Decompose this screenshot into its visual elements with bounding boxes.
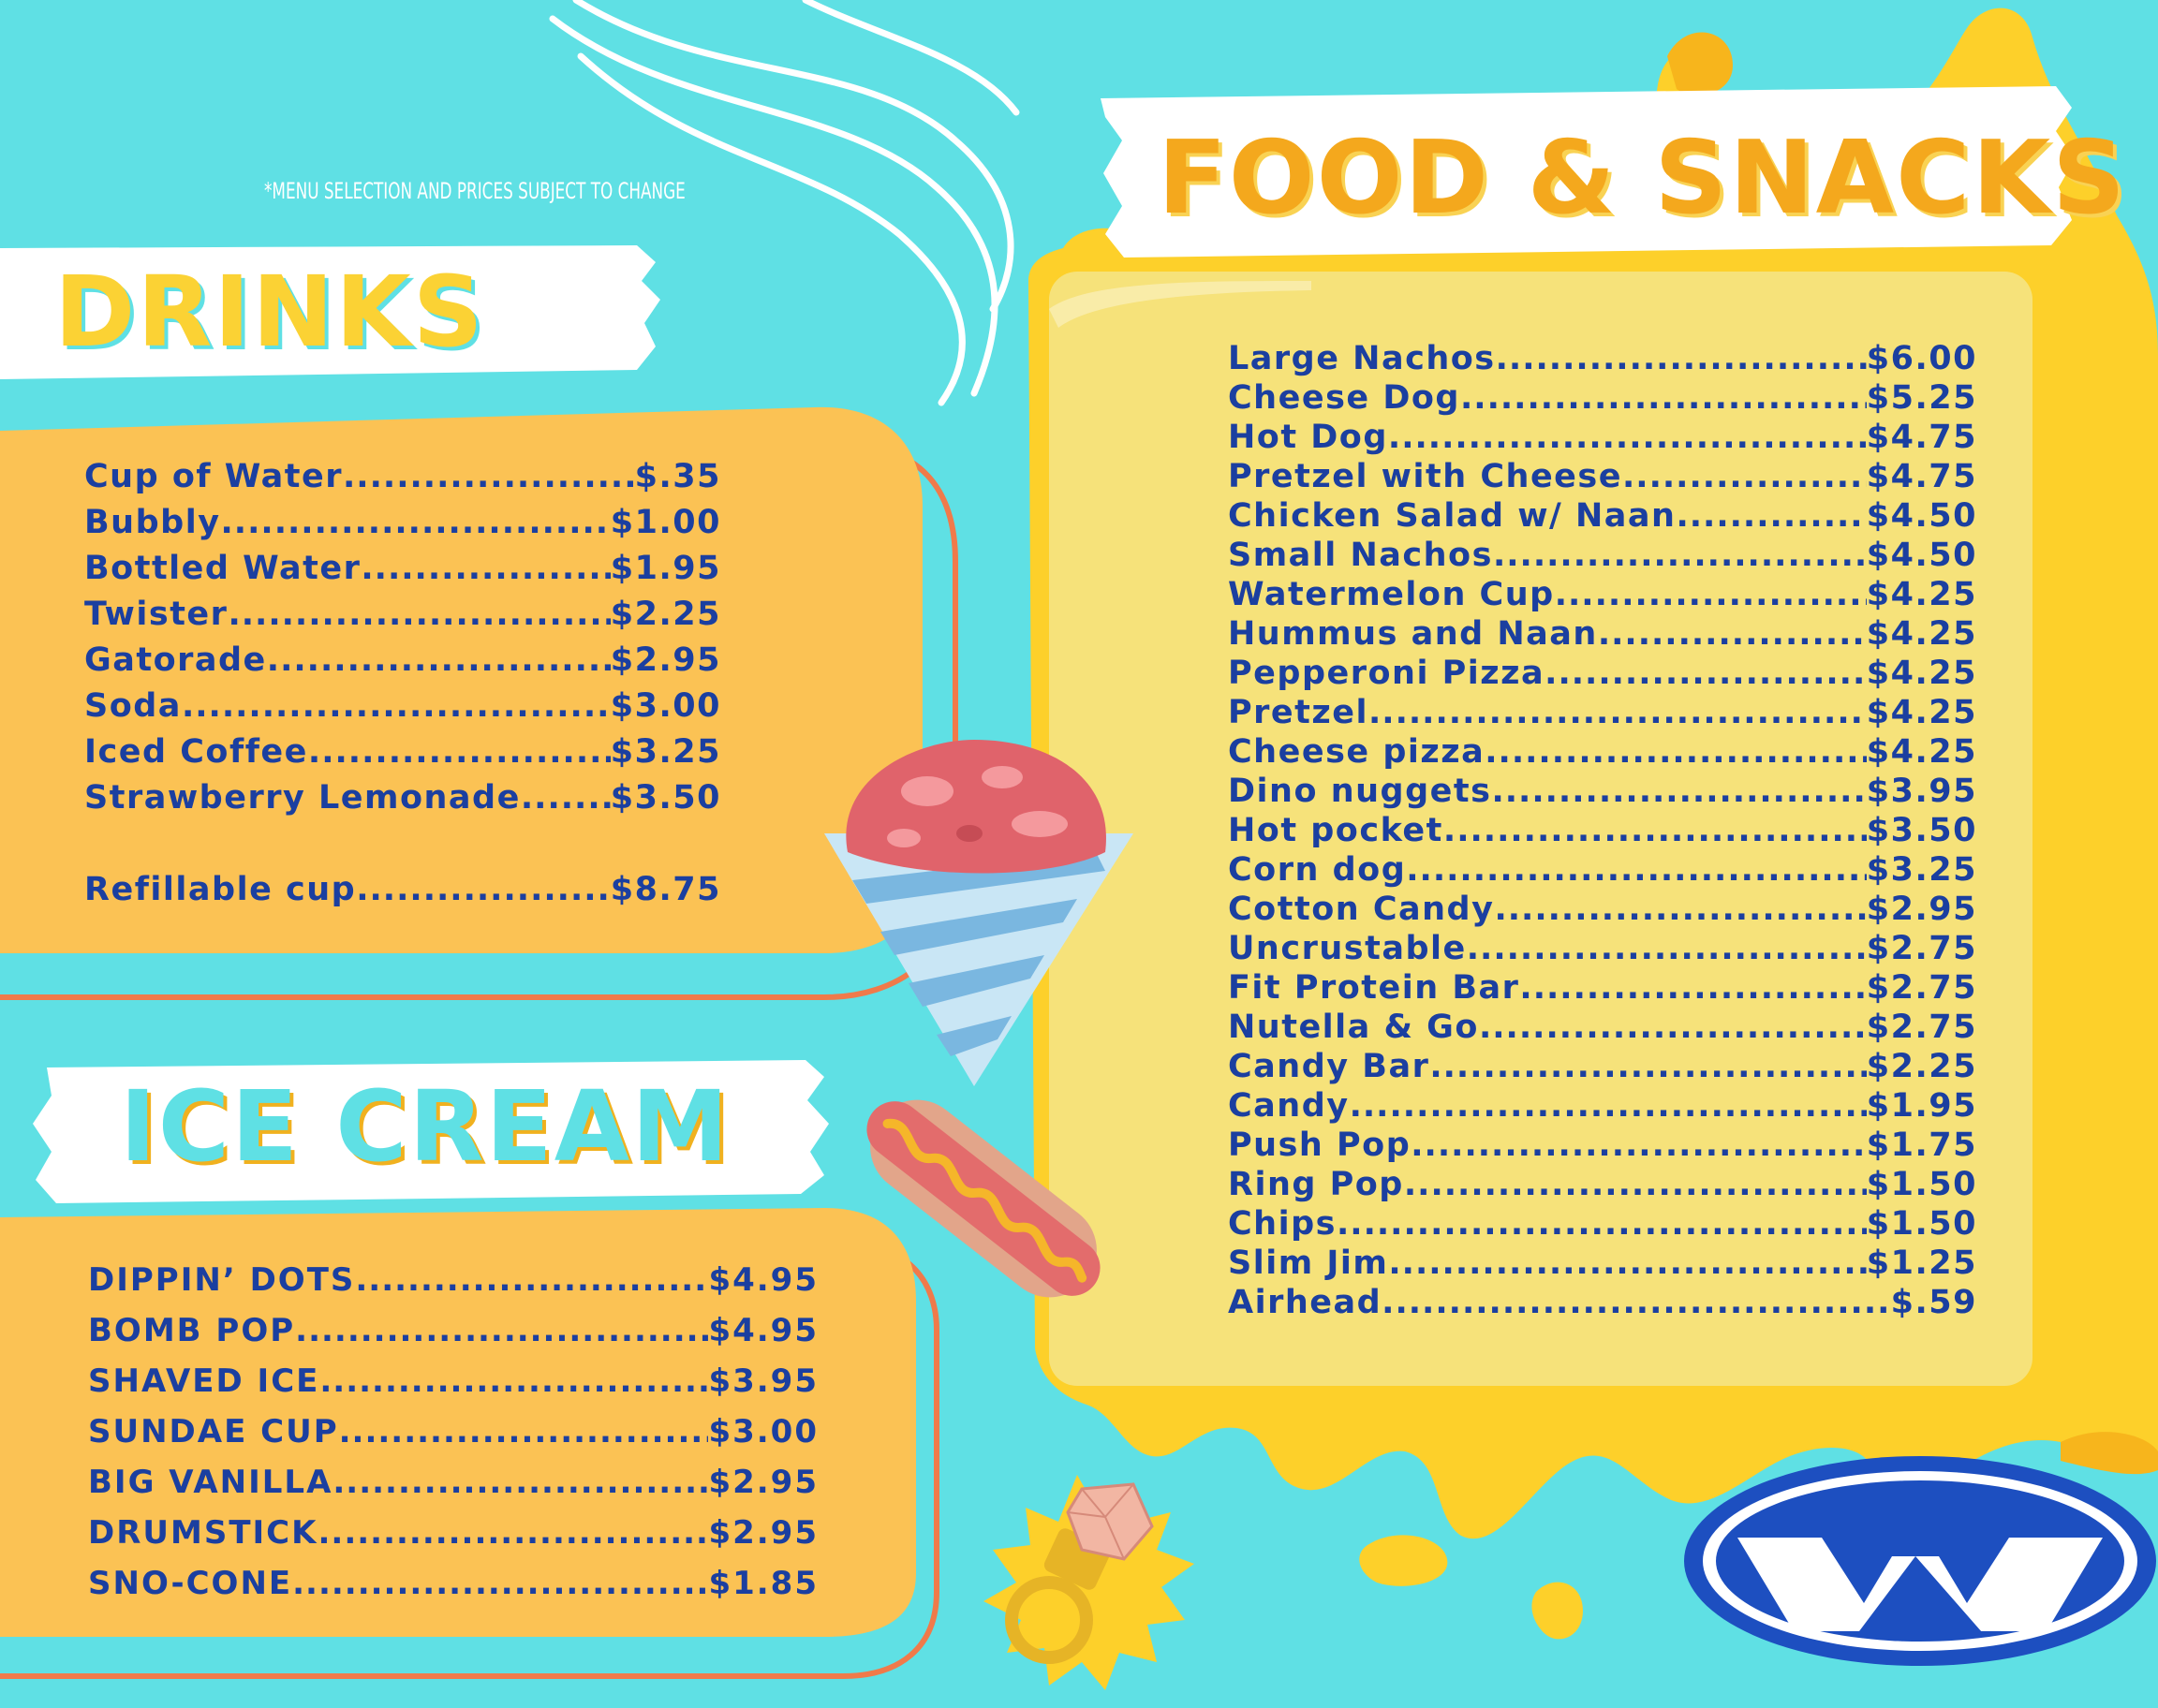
menu-item: Large Nachos$6.00 bbox=[1228, 339, 1977, 378]
menu-item: Hummus and Naan$4.25 bbox=[1228, 614, 1977, 654]
menu-item: SHAVED ICE$3.95 bbox=[88, 1356, 819, 1406]
menu-item: DRUMSTICK$2.95 bbox=[88, 1508, 819, 1558]
menu-item: Bottled Water$1.95 bbox=[84, 546, 721, 592]
hot-dog-icon bbox=[866, 1099, 1101, 1298]
menu-item: Watermelon Cup$4.25 bbox=[1228, 575, 1977, 614]
menu-item: SNO-CONE$1.85 bbox=[88, 1558, 819, 1609]
menu-item-refillable-cup: Refillable cup$8.75 bbox=[84, 867, 721, 913]
ice-cream-list: DIPPIN’ DOTS$4.95 BOMB POP$4.95 SHAVED I… bbox=[88, 1255, 819, 1609]
sno-cone-icon bbox=[824, 740, 1133, 1086]
menu-item: Corn dog$3.25 bbox=[1228, 850, 1977, 890]
menu-item: Hot Dog$4.75 bbox=[1228, 418, 1977, 457]
menu-item: Push Pop$1.75 bbox=[1228, 1126, 1977, 1165]
menu-item: Chips$1.50 bbox=[1228, 1204, 1977, 1244]
menu-item: Pretzel$4.25 bbox=[1228, 693, 1977, 732]
menu-item: Uncrustable$2.75 bbox=[1228, 929, 1977, 968]
menu-item: Fit Protein Bar$2.75 bbox=[1228, 968, 1977, 1008]
menu-item: Twister$2.25 bbox=[84, 592, 721, 638]
food-list: Large Nachos$6.00 Cheese Dog$5.25 Hot Do… bbox=[1228, 339, 1977, 1322]
menu-item: Ring Pop$1.50 bbox=[1228, 1165, 1977, 1204]
menu-item: Cheese pizza$4.25 bbox=[1228, 732, 1977, 772]
menu-item: Airhead$.59 bbox=[1228, 1283, 1977, 1322]
drinks-list: Cup of Water$.35 Bubbly$1.00 Bottled Wat… bbox=[84, 454, 721, 913]
drinks-title: DRINKS bbox=[54, 255, 485, 369]
menu-item: Cotton Candy$2.95 bbox=[1228, 890, 1977, 929]
menu-item: Cheese Dog$5.25 bbox=[1228, 378, 1977, 418]
drinks-title-brush bbox=[0, 245, 660, 379]
disclaimer-text: *MENU SELECTION AND PRICES SUBJECT TO CH… bbox=[264, 178, 686, 204]
menu-item: Candy$1.95 bbox=[1228, 1086, 1977, 1126]
menu-item: BIG VANILLA$2.95 bbox=[88, 1457, 819, 1508]
menu-item: Pepperoni Pizza$4.25 bbox=[1228, 654, 1977, 693]
food-title-brush bbox=[1101, 86, 2075, 258]
menu-item: Strawberry Lemonade$3.50 bbox=[84, 775, 721, 821]
menu-item: DIPPIN’ DOTS$4.95 bbox=[88, 1255, 819, 1305]
menu-item: Dino nuggets$3.95 bbox=[1228, 772, 1977, 811]
menu-item: Chicken Salad w/ Naan$4.50 bbox=[1228, 496, 1977, 536]
menu-item: Small Nachos$4.50 bbox=[1228, 536, 1977, 575]
menu-item: Nutella & Go$2.75 bbox=[1228, 1008, 1977, 1047]
menu-item: Slim Jim$1.25 bbox=[1228, 1244, 1977, 1283]
menu-item: Hot pocket$3.50 bbox=[1228, 811, 1977, 850]
menu-item: Iced Coffee$3.25 bbox=[84, 729, 721, 775]
logo-w-icon bbox=[1684, 1456, 2156, 1666]
menu-item: BOMB POP$4.95 bbox=[88, 1305, 819, 1356]
ring-pop-icon bbox=[1005, 1482, 1154, 1664]
menu-item: Candy Bar$2.25 bbox=[1228, 1047, 1977, 1086]
menu-item: SUNDAE CUP$3.00 bbox=[88, 1406, 819, 1457]
ice-cream-title-brush bbox=[33, 1060, 829, 1203]
menu-item: Pretzel with Cheese$4.75 bbox=[1228, 457, 1977, 496]
ice-cream-title: ICE CREAM bbox=[120, 1069, 731, 1184]
menu-item: Soda$3.00 bbox=[84, 684, 721, 729]
food-title: FOOD & SNACKS bbox=[1158, 120, 2127, 237]
menu-item: Bubbly$1.00 bbox=[84, 500, 721, 546]
menu-item: Cup of Water$.35 bbox=[84, 454, 721, 500]
menu-item: Gatorade$2.95 bbox=[84, 638, 721, 684]
